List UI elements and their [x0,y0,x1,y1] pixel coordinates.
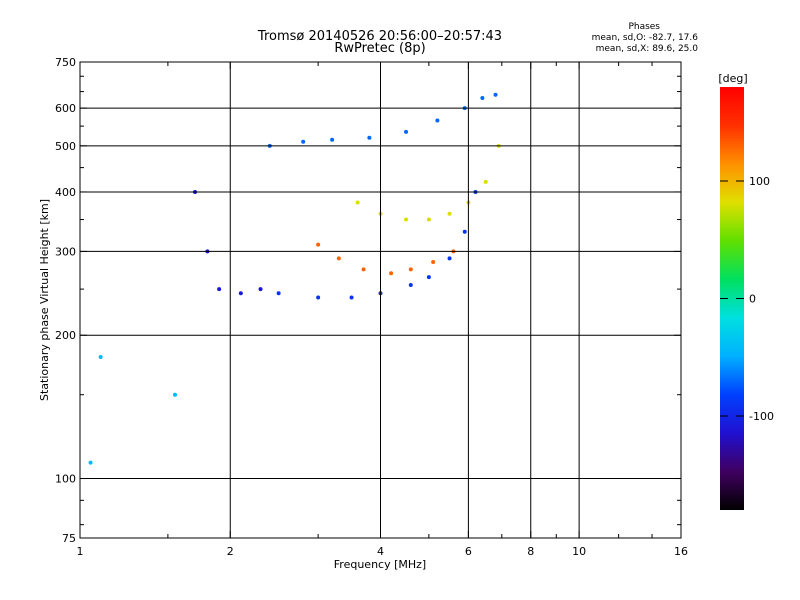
grid [80,62,681,538]
data-point [355,200,360,205]
data-point [404,217,409,222]
data-point [88,460,93,465]
data-point [408,283,413,288]
data-point [361,267,366,272]
y-tick-label: 75 [62,532,76,545]
data-point [447,211,452,216]
y-tick-label: 600 [55,102,76,115]
stats-line-o: mean, sd,O: -82.7, 17.6 [592,33,699,43]
y-tick-label: 750 [55,56,76,69]
x-tick-label: 2 [227,545,234,558]
x-tick-label: 10 [572,545,586,558]
colorbar-label: [deg] [718,72,747,85]
y-tick-label: 100 [55,473,76,486]
data-point [431,260,436,265]
data-point [404,129,409,134]
data-point [367,135,372,140]
data-point [447,256,452,261]
data-point [389,271,394,276]
data-point [349,295,354,300]
data-point [483,179,488,184]
stats-header: Phases [628,22,660,32]
data-point [408,267,413,272]
axis-ticks [79,61,682,539]
data-point [435,118,440,123]
colorbar-tick-label: -100 [749,410,774,423]
x-tick-label: 4 [377,545,384,558]
data-point [316,242,321,247]
data-point [301,139,306,144]
data-point [276,291,281,296]
chart-subtitle: RwPretec (8p) [334,41,425,56]
x-axis-label: Frequency [MHz] [334,558,426,571]
colorbar-ticks: 100 0 -100 [720,175,774,423]
data-points [88,92,501,465]
chart-title: Tromsø 20140526 20:56:00–20:57:43 [257,29,502,44]
y-tick-label: 200 [55,329,76,342]
data-point [480,96,485,101]
x-tick-label: 8 [527,545,534,558]
data-point [462,229,467,234]
x-tick-label: 1 [77,545,84,558]
data-point [426,217,431,222]
data-point [238,291,243,296]
y-tick-labels: 75 100 200 300 400 500 600 750 [55,56,76,545]
y-tick-label: 500 [55,140,76,153]
data-point [493,92,498,97]
stats-line-x: mean, sd,X: 89.6, 25.0 [596,44,699,54]
colorbar-tick-label: 100 [749,175,770,188]
y-axis-label: Stationary phase Virtual Height [km] [38,199,51,401]
data-point [336,256,341,261]
x-tick-labels: 1 2 4 6 8 10 16 [77,545,689,558]
data-point [98,355,103,360]
data-point [258,287,263,292]
x-tick-label: 6 [465,545,472,558]
data-point [316,295,321,300]
data-point [172,392,177,397]
data-point [217,287,222,292]
y-tick-label: 400 [55,186,76,199]
colorbar-tick-label: 0 [749,293,756,306]
y-tick-label: 300 [55,245,76,258]
x-tick-label: 16 [674,545,688,558]
data-point [330,137,335,142]
data-point [426,275,431,280]
